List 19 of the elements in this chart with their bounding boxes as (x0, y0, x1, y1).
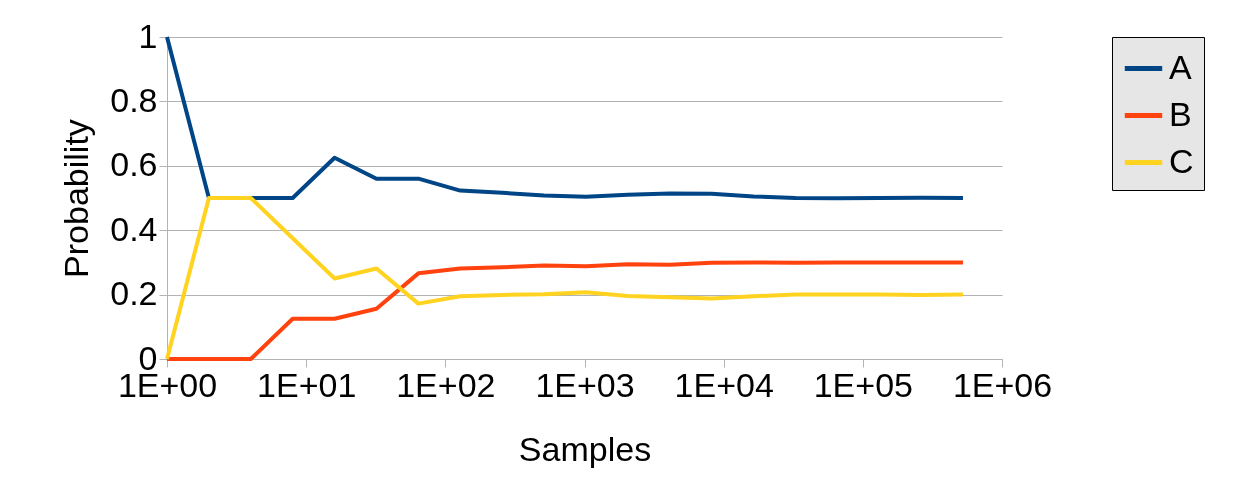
y-tick-label: 0.2 (110, 274, 158, 313)
x-tick-label: 1E+03 (535, 365, 635, 404)
x-tick-label: 1E+04 (674, 365, 774, 404)
legend-label: C (1169, 141, 1194, 180)
y-tick-label: 1 (138, 16, 158, 55)
legend-label: B (1169, 94, 1192, 133)
line-series (165, 196, 965, 361)
y-tick-label: 0.6 (110, 145, 158, 184)
line-series (165, 35, 965, 201)
x-axis-title: Samples (518, 429, 652, 468)
y-tick-label: 0.4 (110, 209, 158, 248)
x-tick-label: 1E+02 (396, 365, 496, 404)
x-tick-label: 1E+05 (813, 365, 913, 404)
line-series (165, 260, 965, 361)
y-axis-title: Probability (57, 119, 96, 278)
x-tick-label: 1E+01 (257, 365, 357, 404)
legend-label: A (1169, 47, 1192, 86)
x-tick-label: 1E+06 (952, 365, 1053, 404)
y-tick-label: 0.8 (110, 80, 158, 119)
